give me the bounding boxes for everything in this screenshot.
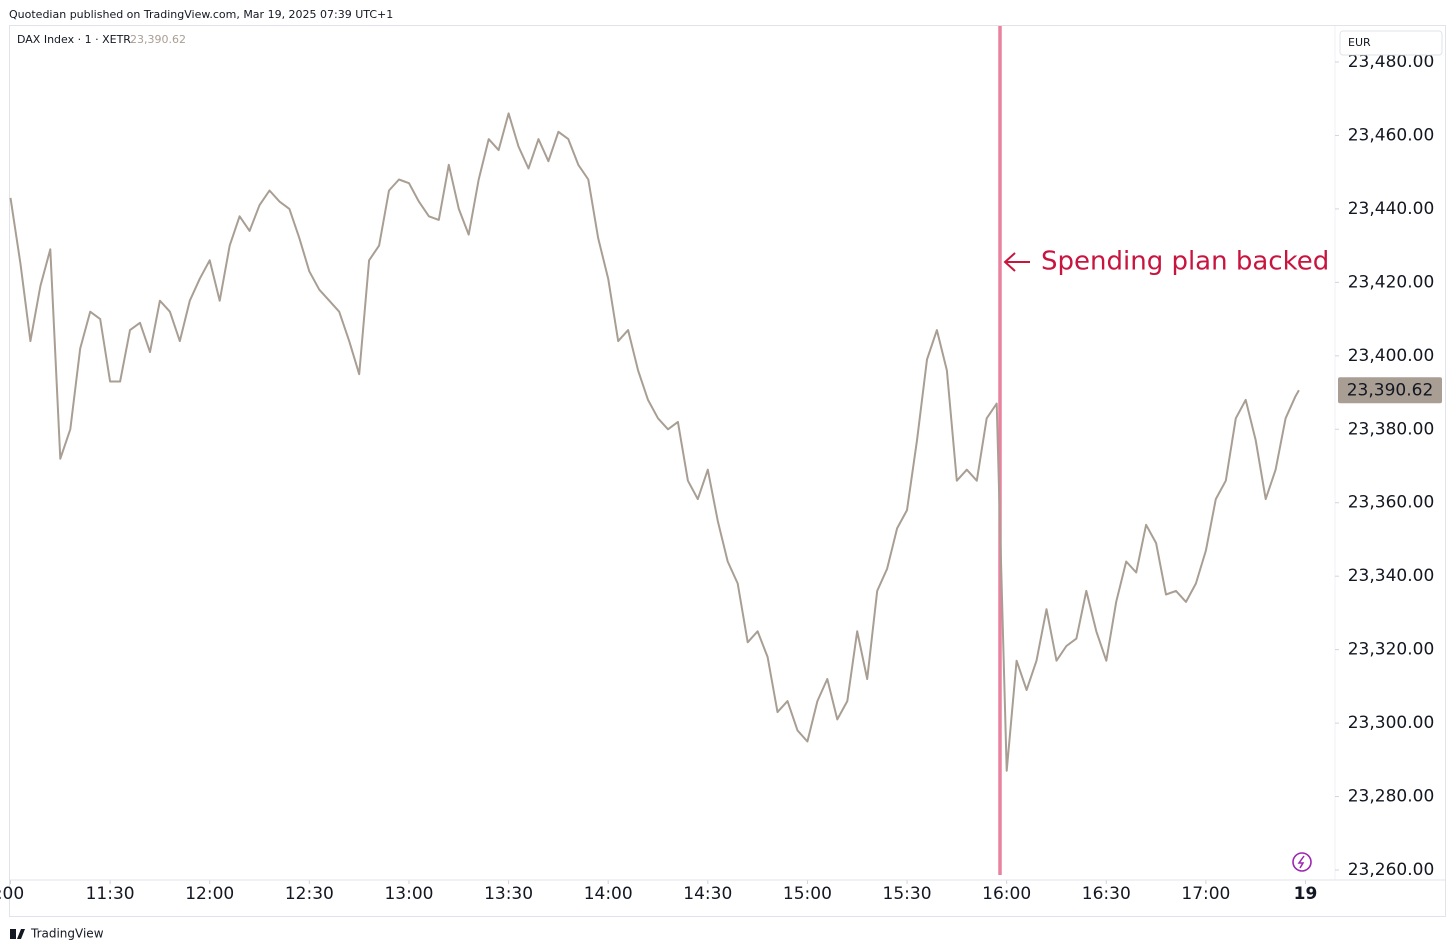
y-tick-label: 23,360.00 bbox=[1348, 493, 1435, 513]
publisher: Quotedian published on TradingView.com, … bbox=[9, 8, 393, 21]
currency-box bbox=[1339, 30, 1443, 56]
x-tick-label: 13:00 bbox=[384, 884, 433, 904]
y-tick-label: 23,400.00 bbox=[1348, 346, 1435, 366]
x-tick-label: 12:00 bbox=[185, 884, 234, 904]
x-tick-label: 13:30 bbox=[484, 884, 533, 904]
lightning-icon bbox=[1292, 852, 1312, 872]
x-tick-label: 16:30 bbox=[1082, 884, 1131, 904]
y-tick-label: 23,480.00 bbox=[1348, 52, 1435, 72]
y-tick-label: 23,420.00 bbox=[1348, 272, 1435, 292]
price-tag bbox=[1338, 377, 1442, 404]
brand-logo bbox=[10, 929, 25, 939]
y-tick-label: 23,340.00 bbox=[1348, 566, 1435, 586]
x-tick-label: 17:00 bbox=[1181, 884, 1230, 904]
annotation-text: Spending plan backed bbox=[1041, 247, 1329, 277]
currency: EUR bbox=[1348, 36, 1371, 49]
x-tick-label: 12:30 bbox=[285, 884, 334, 904]
x-tick-label: 11:30 bbox=[86, 884, 135, 904]
y-tick-label: 23,440.00 bbox=[1348, 199, 1435, 219]
legend-name: DAX Index · 1 · XETR bbox=[17, 33, 131, 46]
y-tick-label: 23,320.00 bbox=[1348, 640, 1435, 660]
brand: TradingView bbox=[30, 927, 104, 941]
x-tick-label: 15:00 bbox=[783, 884, 832, 904]
y-tick-label: 23,380.00 bbox=[1348, 419, 1435, 439]
frame bbox=[9, 25, 1446, 917]
x-tick-label: 16:00 bbox=[982, 884, 1031, 904]
x-tick-label: 14:30 bbox=[683, 884, 732, 904]
x-tick-label: :00 bbox=[0, 884, 24, 904]
legend-price: 23,390.62 bbox=[130, 33, 186, 46]
y-tick-label: 23,280.00 bbox=[1348, 787, 1435, 807]
x-tick-label: 15:30 bbox=[883, 884, 932, 904]
x-tick-label: 14:00 bbox=[584, 884, 633, 904]
plot: 23,260.00 23,280.00 23,300.00 23,320.00 23,3… bbox=[0, 26, 1446, 904]
x-tick-label: 19 bbox=[1294, 884, 1318, 904]
price-tag-label: 23,390.62 bbox=[1347, 380, 1434, 400]
y-tick-label: 23,300.00 bbox=[1348, 713, 1435, 733]
y-tick-label: 23,460.00 bbox=[1348, 125, 1435, 145]
price-line bbox=[9, 112, 1300, 772]
annotation-arrow bbox=[1003, 252, 1031, 272]
y-tick-label: 23,260.00 bbox=[1348, 860, 1435, 880]
